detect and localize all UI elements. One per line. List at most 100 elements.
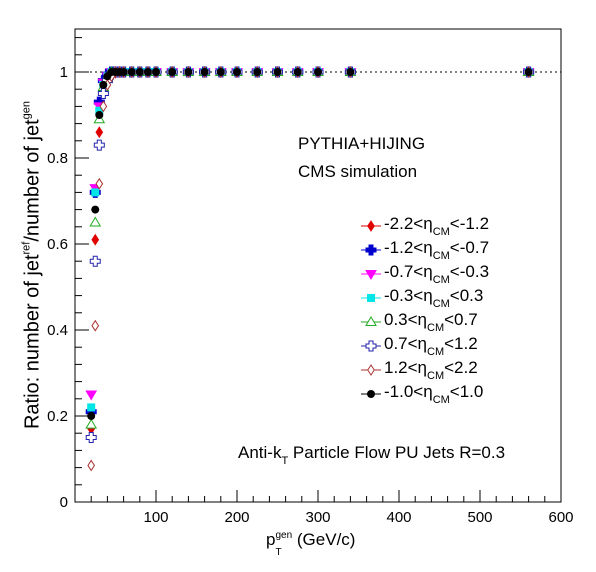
series-points (87, 68, 533, 420)
legend-entry: -0.7<ηCM<-0.3 (384, 262, 490, 286)
legend-sub: CM (432, 226, 450, 238)
data-point (365, 270, 377, 280)
jet-algo-post: Particle Flow PU Jets R=0.3 (288, 443, 506, 462)
data-point (367, 390, 375, 398)
data-point (367, 220, 375, 232)
annotation-jet-algorithm: Anti-kT Particle Flow PU Jets R=0.3 (238, 443, 506, 467)
legend-sub: CM (432, 250, 450, 262)
annotation-generator: PYTHIA+HIJING (298, 134, 426, 153)
legend-sub: CM (432, 298, 450, 310)
legend-range-high: <1.2 (444, 334, 478, 353)
data-point (95, 126, 104, 139)
x-tick-label: 300 (305, 509, 330, 526)
data-point (365, 316, 377, 326)
y-tick-label: 0.2 (47, 408, 68, 425)
legend-sub: CM (432, 274, 450, 286)
data-point (233, 68, 241, 76)
legend-range-low: 0.3<η (384, 310, 428, 329)
data-point (87, 412, 96, 420)
jet-algo-pre: Anti-k (238, 443, 282, 462)
legend-range-low: -0.7<η (384, 262, 433, 281)
x-tick-label: 500 (467, 509, 492, 526)
data-point (216, 68, 225, 76)
legend-range-high: <0.7 (444, 310, 478, 329)
y-axis-label: Ratio: number of jetref/number of jetgen (20, 100, 45, 430)
data-point (89, 255, 101, 267)
data-point (168, 68, 177, 76)
data-point (314, 68, 322, 76)
axes: 100 200 300 400 500 600 0 0.2 0.4 0.6 0.8 1 (47, 37, 574, 526)
legend-range-high: <-0.3 (449, 262, 490, 281)
legend-sub: CM (427, 346, 445, 358)
data-point (135, 68, 144, 76)
data-point (119, 68, 128, 76)
y-label-mid: /number of jet (21, 119, 44, 242)
legend-range-high: <-1.2 (449, 214, 490, 233)
legend-range-high: <-0.7 (449, 238, 490, 257)
x-axis-label: p gen T (GeV/c) (266, 530, 355, 558)
legend-entry: 1.2<ηCM<2.2 (384, 358, 478, 382)
legend-sub: CM (432, 394, 450, 406)
y-label-sup2: gen (20, 100, 33, 120)
data-point (99, 100, 108, 113)
data-point (367, 294, 375, 302)
data-point (367, 364, 375, 376)
data-point (524, 68, 533, 76)
annotation-experiment: CMS simulation (298, 162, 418, 181)
data-point (152, 68, 160, 76)
legend-range-low: -1.2<η (384, 238, 433, 257)
data-point (293, 68, 302, 76)
y-tick-label: 0.4 (47, 322, 68, 339)
data-point (87, 459, 96, 472)
data-point (127, 68, 136, 76)
data-point (91, 205, 100, 214)
data-point (95, 111, 104, 119)
y-tick-label: 0 (60, 494, 68, 511)
legend-sub: CM (427, 322, 445, 334)
y-tick-label: 1 (60, 64, 68, 81)
legend-entry: 0.3<ηCM<0.7 (384, 310, 478, 334)
legend-entry: -1.2<ηCM<-0.7 (384, 238, 490, 262)
legend-range-high: <2.2 (444, 358, 478, 377)
legend-markers (361, 220, 381, 398)
data-point (365, 340, 377, 352)
data-point (93, 139, 105, 151)
legend-range-low: 1.2<η (384, 358, 428, 377)
data-point (95, 106, 104, 115)
x-label-sub: T (275, 547, 282, 558)
legend-entry: -0.3<ηCM<0.3 (384, 286, 484, 310)
data-point (99, 80, 108, 89)
x-label-sup: gen (275, 530, 293, 541)
data-point (200, 68, 209, 76)
x-tick-label: 400 (386, 509, 411, 526)
legend-range-low: -1.0<η (384, 382, 433, 401)
data-point (273, 68, 282, 76)
x-tick-label: 100 (143, 509, 168, 526)
legend-range-low: 0.7<η (384, 334, 428, 353)
legend-range-low: -2.2<η (384, 214, 433, 233)
data-point (95, 177, 104, 190)
x-label-base: p (266, 530, 276, 549)
y-tick-label: 0.6 (47, 236, 68, 253)
y-label-sup1: ref (20, 241, 33, 255)
data-point (143, 68, 152, 76)
legend-entry: -2.2<ηCM<-1.2 (384, 214, 490, 238)
data-point (85, 432, 97, 443)
data-point (346, 68, 355, 76)
data-point (87, 403, 96, 412)
legend-range-high: <1.0 (449, 382, 484, 401)
data-point (91, 188, 100, 197)
data-point (365, 244, 377, 256)
data-point (89, 216, 102, 227)
data-point (85, 390, 98, 401)
legend-sub: CM (427, 370, 445, 382)
jet-algo-sub: T (281, 455, 289, 467)
y-label-pre: Ratio: number of jet (21, 254, 44, 430)
legend-range-high: <0.3 (449, 286, 484, 305)
x-tick-label: 600 (548, 509, 573, 526)
data-point (85, 418, 98, 429)
x-tick-label: 200 (224, 509, 249, 526)
legend-entry: -1.0<ηCM<1.0 (384, 382, 484, 406)
legend-entry: 0.7<ηCM<1.2 (384, 334, 478, 358)
